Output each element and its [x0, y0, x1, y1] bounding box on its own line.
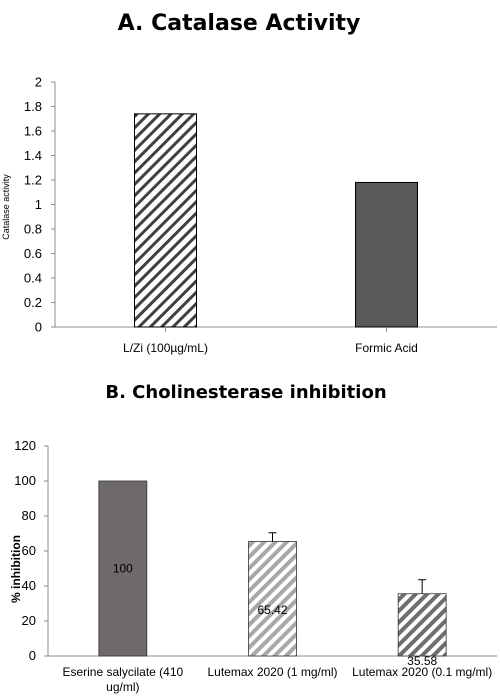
chart-b-y-tick-label: 120: [14, 438, 36, 453]
chart-a-bar: [134, 113, 197, 328]
chart-a-y-tick-label: 1.8: [24, 99, 42, 114]
chart-b-y-tick-label: 0: [29, 648, 36, 663]
chart-a-y-tick-label: 0.4: [24, 271, 42, 286]
chart-b-data-label: 65.42: [257, 603, 287, 617]
chart-a-y-tick-label: 2: [35, 75, 42, 90]
chart-a-title: A. Catalase Activity: [118, 11, 361, 36]
chart-a-category-label: Formic Acid: [355, 341, 418, 355]
chart-b-y-axis-label: % inhibition: [9, 535, 23, 603]
chart-b-y-tick-label: 80: [22, 508, 36, 523]
chart-b-y-tick-label: 100: [14, 473, 36, 488]
chart-a-y-tick-label: 0.2: [24, 295, 42, 310]
chart-b-category-label: Eserine salycilate (410: [62, 665, 183, 679]
chart-b-title: B. Cholinesterase inhibition: [105, 382, 386, 403]
chart-a-y-tick-label: 1.2: [24, 173, 42, 188]
chart-a-category-label: L/Zi (100µg/mL): [123, 341, 208, 355]
chart-b-bar: [98, 480, 148, 657]
chart-a-y-tick-label: 0: [35, 320, 42, 335]
chart-b-data-label: 100: [113, 562, 133, 576]
chart-b-y-tick-label: 20: [22, 613, 36, 628]
chart-b-category-label: Lutemax 2020 (1 mg/ml): [207, 665, 337, 679]
catalase-chart: A. Catalase Activity Catalase activity 0…: [1, 11, 497, 355]
chart-b-bar: [397, 593, 447, 657]
chart-a-y-tick-label: 1.4: [24, 148, 42, 163]
chart-b-data-label: 35.58: [407, 654, 437, 668]
chart-b-category-label: ug/ml): [106, 680, 139, 694]
chart-a-y-tick-label: 1.6: [24, 124, 42, 139]
chart-a-bar: [355, 181, 418, 328]
chart-a-y-axis-label: Catalase activity: [1, 174, 11, 240]
chart-a-y-tick-label: 0.8: [24, 222, 42, 237]
chart-a-y-tick-label: 1: [35, 197, 42, 212]
chart-b-y-tick-label: 40: [22, 578, 36, 593]
chart-b-bar: [248, 541, 297, 657]
chart-a-y-tick-label: 0.6: [24, 246, 42, 261]
chart-b-category-label: Lutemax 2020 (0.1 mg/ml): [352, 665, 492, 679]
chart-b-y-tick-label: 60: [22, 543, 36, 558]
cholinesterase-chart: B. Cholinesterase inhibition % inhibitio…: [9, 382, 497, 694]
